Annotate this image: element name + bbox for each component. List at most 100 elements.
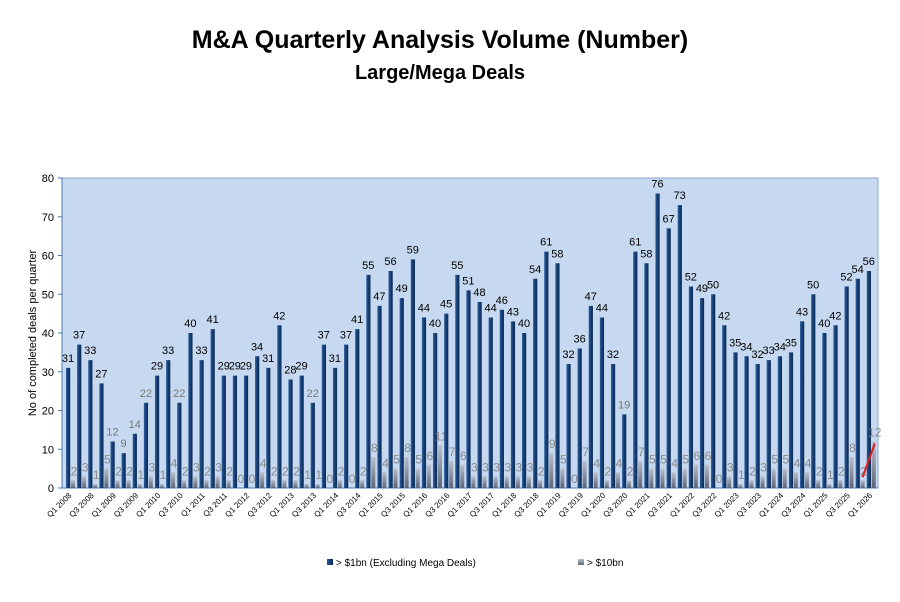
bar-1bn (488, 317, 493, 488)
y-tick-label: 80 (42, 173, 54, 185)
bar-1bn (143, 402, 149, 488)
data-label-10bn: 7 (638, 445, 645, 459)
chart-subtitle: Large/Mega Deals (354, 62, 526, 84)
data-label-1bn: 47 (373, 291, 385, 303)
data-label-10bn: 1 (738, 468, 745, 482)
bar-1bn (299, 375, 304, 488)
data-label-10bn: 1 (304, 468, 311, 482)
data-label-1bn: 12 (106, 427, 118, 439)
y-tick-label: 70 (42, 212, 54, 224)
data-label-10bn: 3 (727, 460, 734, 474)
bar-1bn (588, 305, 593, 488)
data-label-1bn: 33 (763, 345, 775, 357)
bar-10bn (449, 460, 454, 488)
chart-title: M&A Quarterly Analysis Volume (Number) (191, 26, 689, 54)
bar-10bn (671, 472, 676, 488)
data-label-10bn: 6 (460, 449, 467, 463)
data-label-1bn: 49 (396, 283, 408, 295)
bar-10bn (493, 476, 498, 488)
bar-10bn (304, 484, 309, 488)
bar-1bn (255, 356, 260, 488)
bar-10bn (593, 472, 598, 488)
bar-10bn (426, 464, 431, 488)
bar-1bn (221, 375, 226, 488)
bar-10bn (371, 457, 376, 488)
bar-1bn (210, 329, 215, 488)
data-label-10bn: 8 (849, 441, 856, 455)
data-label-10bn: 5 (782, 453, 789, 467)
bar-10bn (460, 464, 465, 488)
bar-10bn (271, 480, 276, 488)
data-label-10bn: 5 (393, 453, 400, 467)
bar-1bn (310, 402, 315, 488)
bar-10bn (704, 464, 709, 488)
data-label-1bn: 33 (84, 345, 96, 357)
data-label-1bn: 35 (729, 337, 741, 349)
bar-1bn (622, 414, 627, 488)
data-label-10bn: 2 (204, 464, 211, 478)
bar-1bn (633, 251, 638, 488)
data-label-1bn: 54 (529, 264, 541, 276)
data-label-10bn: 2 (271, 464, 278, 478)
data-label-1bn: 42 (829, 310, 841, 322)
data-label-1bn: 40 (818, 318, 830, 330)
bar-1bn (666, 228, 671, 488)
data-label-1bn: 31 (329, 353, 341, 365)
data-label-1bn: 29 (151, 361, 163, 373)
data-label-1bn: 22 (173, 388, 185, 400)
data-label-1bn: 73 (674, 190, 686, 202)
data-label-10bn: 4 (593, 457, 600, 471)
bar-10bn (182, 480, 187, 488)
bar-1bn (77, 344, 82, 488)
bar-10bn (204, 480, 209, 488)
bar-10bn (604, 480, 609, 488)
data-label-10bn: 2 (182, 464, 189, 478)
bar-1bn (733, 352, 738, 488)
data-label-10bn: 9 (549, 437, 556, 451)
bar-1bn (399, 298, 404, 488)
data-label-1bn: 22 (307, 388, 319, 400)
data-label-10bn: 2 (338, 464, 345, 478)
data-label-1bn: 32 (607, 349, 619, 361)
data-label-10bn: 3 (193, 460, 200, 474)
bar-10bn (82, 476, 87, 488)
bar-1bn (199, 360, 204, 488)
data-label-10bn: 4 (171, 457, 178, 471)
data-label-10bn: 4 (794, 457, 801, 471)
bar-10bn (193, 476, 198, 488)
data-label-1bn: 32 (562, 349, 574, 361)
bar-1bn (288, 379, 293, 488)
data-label-1bn: 29 (240, 361, 252, 373)
bar-1bn (177, 402, 182, 488)
bar-10bn (660, 468, 665, 488)
bar-1bn (455, 274, 460, 488)
data-label-10bn: 4 (382, 457, 389, 471)
data-label-10bn: 5 (415, 453, 422, 467)
bar-1bn (277, 325, 282, 488)
bar-10bn (404, 457, 409, 488)
bar-1bn (433, 333, 438, 488)
data-label-10bn: 2 (115, 464, 122, 478)
data-label-10bn: 2 (749, 464, 756, 478)
data-label-10bn: 2 (538, 464, 545, 478)
bar-1bn (510, 321, 516, 488)
bar-10bn (816, 480, 821, 488)
data-label-1bn: 22 (140, 388, 152, 400)
data-label-10bn: 5 (560, 453, 567, 467)
data-label-1bn: 40 (429, 318, 441, 330)
bar-10bn (849, 457, 854, 488)
bar-10bn (415, 468, 420, 488)
bar-10bn (137, 484, 142, 488)
data-label-10bn: 6 (705, 449, 712, 463)
data-label-10bn: 7 (449, 445, 456, 459)
data-label-10bn: 3 (493, 460, 500, 474)
bar-10bn (115, 480, 120, 488)
data-label-1bn: 19 (618, 399, 630, 411)
bar-10bn (749, 480, 754, 488)
legend-label-10bn: > $10bn (587, 558, 623, 569)
data-label-10bn: 0 (571, 472, 578, 486)
data-label-1bn: 31 (62, 353, 74, 365)
data-label-1bn: 47 (585, 291, 597, 303)
data-label-10bn: 3 (482, 460, 489, 474)
y-tick-label: 50 (42, 289, 54, 301)
